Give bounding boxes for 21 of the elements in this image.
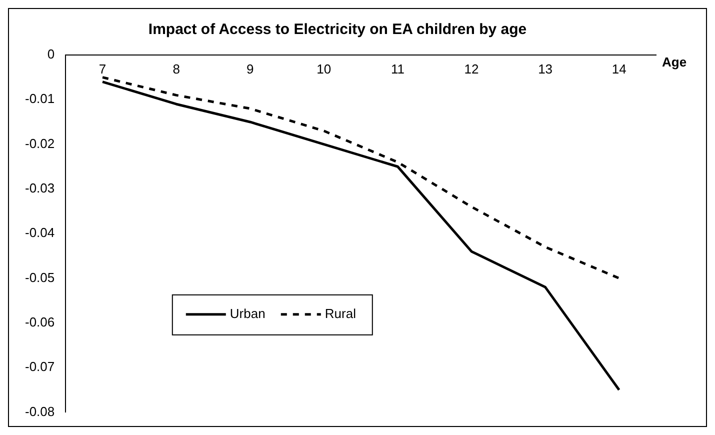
legend-label: Urban bbox=[230, 306, 266, 321]
legend-label: Rural bbox=[324, 306, 356, 321]
y-tick-label: -0.07 bbox=[24, 359, 55, 374]
y-tick-label: -0.02 bbox=[24, 136, 55, 151]
y-tick-label: -0.08 bbox=[24, 404, 55, 419]
y-tick-label: -0.03 bbox=[24, 180, 55, 196]
x-tick-label: 14 bbox=[612, 61, 626, 76]
y-tick-label: -0.04 bbox=[24, 225, 55, 240]
y-tick-label: -0.01 bbox=[24, 91, 55, 106]
x-tick-label: 8 bbox=[172, 61, 180, 76]
chart-title: Impact of Access to Electricity on EA children by age bbox=[148, 21, 527, 38]
x-tick-label: 10 bbox=[316, 61, 332, 76]
x-axis-title: Age bbox=[662, 54, 687, 70]
x-tick-label: 11 bbox=[390, 61, 404, 76]
x-tick-label: 12 bbox=[464, 61, 479, 76]
y-tick-label: -0.06 bbox=[24, 314, 55, 330]
x-tick-label: 7 bbox=[98, 61, 106, 76]
x-tick-label: 9 bbox=[246, 61, 254, 76]
y-tick-label: 0 bbox=[47, 46, 55, 62]
x-tick-label: 13 bbox=[538, 61, 553, 76]
y-tick-label: -0.05 bbox=[24, 270, 55, 285]
